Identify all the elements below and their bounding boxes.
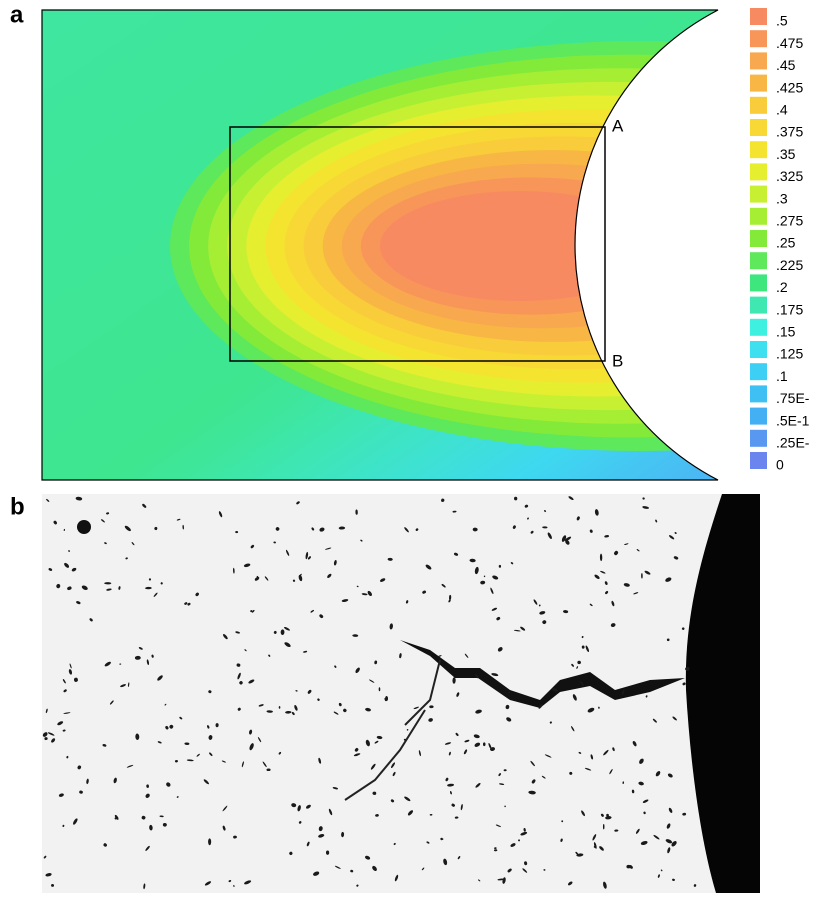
legend-label: .25E- [776, 435, 810, 451]
contour-plot [42, 10, 819, 480]
legend-label: .225 [776, 257, 803, 273]
micrograph-background [42, 494, 760, 893]
legend-swatch [750, 430, 767, 447]
legend-swatch [750, 52, 767, 69]
legend-label: .3 [776, 190, 788, 206]
point-label: B [612, 351, 623, 370]
legend-swatch [750, 230, 767, 247]
legend-swatch [750, 341, 767, 358]
legend-swatch [750, 363, 767, 380]
legend-label: 0 [776, 457, 784, 473]
legend-swatch [750, 97, 767, 114]
figure: a A B .5 .475 .45 .425 .4 .375 .35 .325 .3 .275 .2… [0, 0, 819, 893]
legend-label: .425 [776, 79, 803, 95]
legend-swatch [750, 208, 767, 225]
legend-label: .4 [776, 102, 788, 118]
legend-swatch [750, 319, 767, 336]
speck [104, 582, 111, 584]
legend-label: .1 [776, 368, 788, 384]
legend-swatch [750, 385, 767, 402]
legend-swatch [750, 186, 767, 203]
legend-swatch [750, 452, 767, 469]
legend-label: .5 [776, 13, 788, 29]
panel-label: a [10, 1, 24, 28]
legend-swatch [750, 141, 767, 158]
legend-label: .275 [776, 213, 803, 229]
legend-swatch [750, 8, 767, 25]
legend-label: .45 [776, 57, 796, 73]
legend-label: .35 [776, 146, 796, 162]
legend-label: .475 [776, 35, 803, 51]
legend-label: .2 [776, 279, 788, 295]
speck [483, 742, 486, 746]
legend-swatch [750, 408, 767, 425]
legend: .5 .475 .45 .425 .4 .375 .35 .325 .3 .275 .25 .225.… [750, 8, 810, 473]
legend-swatch [750, 297, 767, 314]
legend-label: .5E-1 [776, 412, 810, 428]
legend-label: .25 [776, 235, 796, 251]
speck [326, 851, 329, 855]
legend-swatch [750, 274, 767, 291]
point-label: A [612, 116, 624, 135]
legend-swatch [750, 75, 767, 92]
legend-swatch [750, 252, 767, 269]
pore [77, 520, 91, 534]
legend-swatch [750, 163, 767, 180]
micrograph [42, 494, 760, 893]
legend-swatch [750, 119, 767, 136]
legend-label: .375 [776, 124, 803, 140]
legend-label: .325 [776, 168, 803, 184]
legend-label: .175 [776, 301, 803, 317]
legend-swatch [750, 30, 767, 47]
contour-band [380, 191, 660, 301]
legend-label: .75E- [776, 390, 810, 406]
legend-label: .15 [776, 324, 796, 340]
panel-label: b [10, 493, 25, 520]
legend-label: .125 [776, 346, 803, 362]
